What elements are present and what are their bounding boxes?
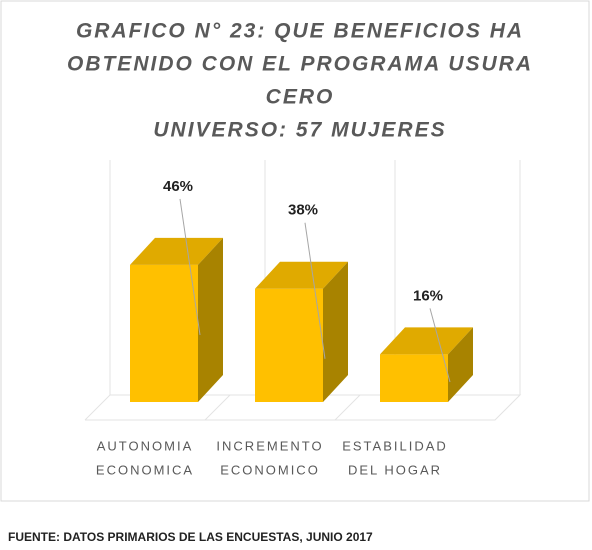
chart-frame [0, 0, 590, 502]
bar [130, 237, 223, 402]
chart-title: UNIVERSO: 57 MUJERES [153, 119, 446, 142]
value-label: 46% [163, 178, 193, 195]
bar-face [198, 237, 223, 402]
x-tick-label: ECONOMICO [220, 462, 320, 477]
bar [255, 261, 348, 402]
x-tick-label: ESTABILIDAD [342, 438, 448, 453]
x-tick-label: AUTONOMIA [97, 438, 194, 453]
bar-face [380, 354, 448, 402]
bar-face [323, 261, 348, 402]
bar-face [448, 327, 473, 402]
bar-face [130, 237, 223, 265]
source: FUENTE: DATOS PRIMARIOS DE LAS ENCUESTAS… [8, 530, 373, 544]
x-tick-label: INCREMENTO [216, 438, 323, 453]
bar-face [255, 288, 323, 402]
chart-title: GRAFICO N° 23: QUE BENEFICIOS HA [76, 20, 524, 43]
value-label: 38% [288, 202, 318, 219]
bar-face [255, 261, 348, 289]
chart-title: OBTENIDO CON EL PROGRAMA USURA [67, 53, 533, 76]
value-label: 16% [413, 287, 443, 304]
leader-line [429, 308, 451, 383]
leader-line [179, 198, 201, 335]
chart-title: CERO [266, 86, 335, 109]
leader-line [304, 222, 326, 359]
bar [380, 327, 473, 402]
x-tick-label: ECONOMICA [96, 462, 194, 477]
bar-face [130, 264, 198, 402]
x-tick-label: DEL HOGAR [348, 462, 442, 477]
bar-face [380, 327, 473, 355]
